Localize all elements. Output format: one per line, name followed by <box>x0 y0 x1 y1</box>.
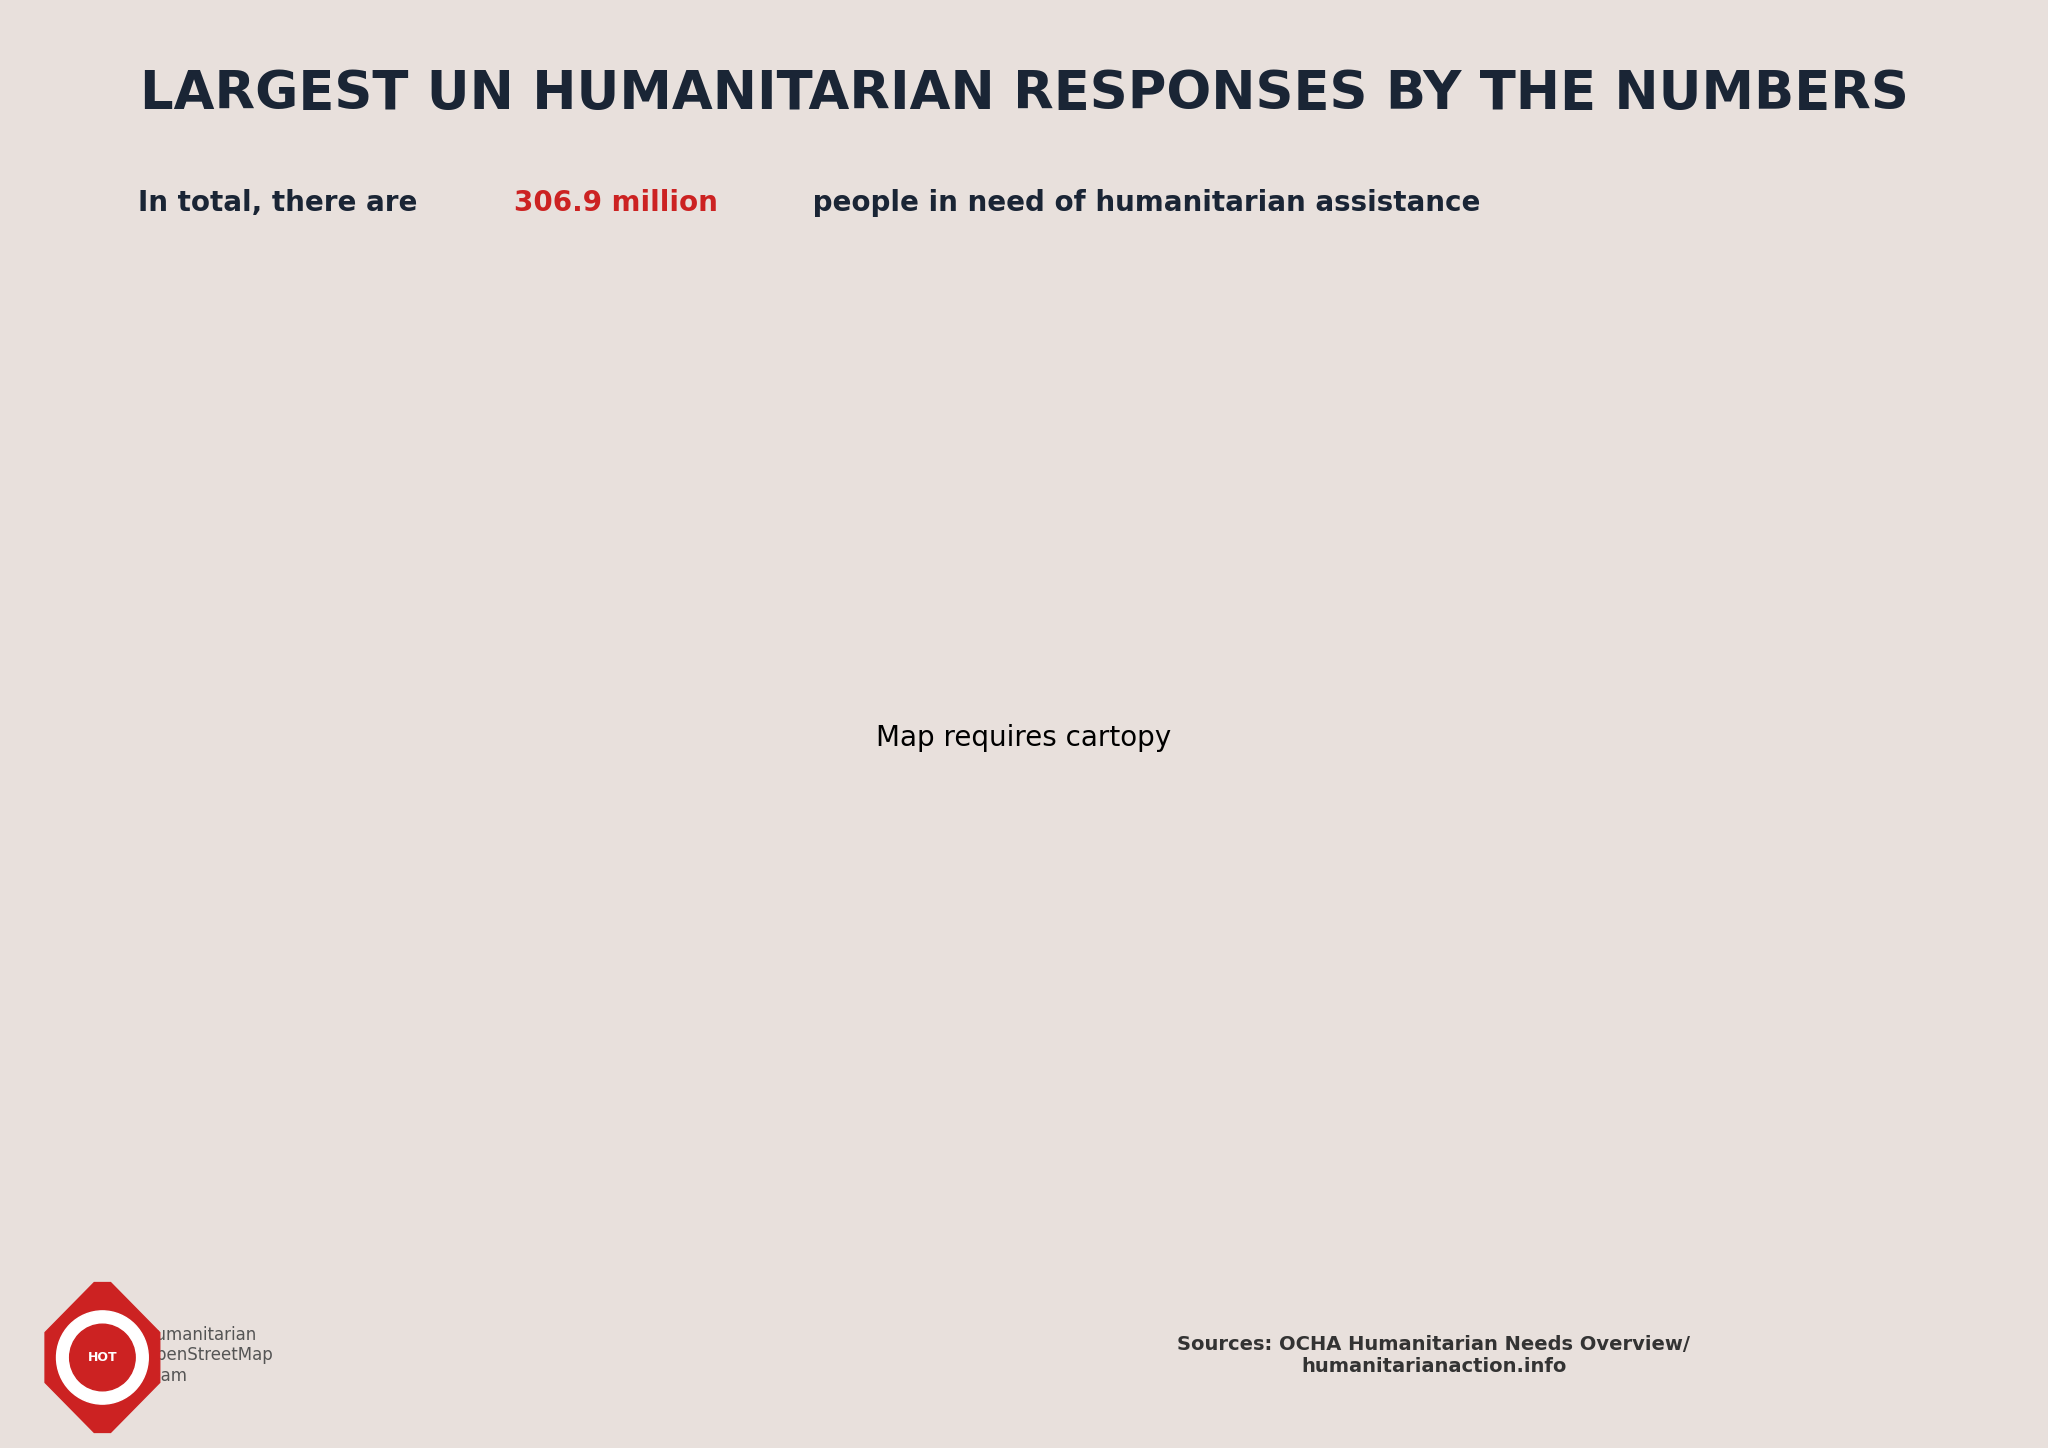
Text: Humanitarian
OpenStreetMap
Team: Humanitarian OpenStreetMap Team <box>143 1326 272 1386</box>
Circle shape <box>70 1323 135 1390</box>
Polygon shape <box>45 1283 160 1432</box>
Text: Sources: OCHA Humanitarian Needs Overview/
humanitarianaction.info: Sources: OCHA Humanitarian Needs Overvie… <box>1178 1335 1690 1376</box>
Text: Map requires cartopy: Map requires cartopy <box>877 724 1171 753</box>
Text: 306.9 million: 306.9 million <box>514 188 717 217</box>
Text: HOT: HOT <box>88 1351 117 1364</box>
Text: people in need of humanitarian assistance: people in need of humanitarian assistanc… <box>803 188 1481 217</box>
Text: LARGEST UN HUMANITARIAN RESPONSES BY THE NUMBERS: LARGEST UN HUMANITARIAN RESPONSES BY THE… <box>139 68 1909 120</box>
Circle shape <box>57 1310 147 1405</box>
Text: In total, there are: In total, there are <box>139 188 428 217</box>
